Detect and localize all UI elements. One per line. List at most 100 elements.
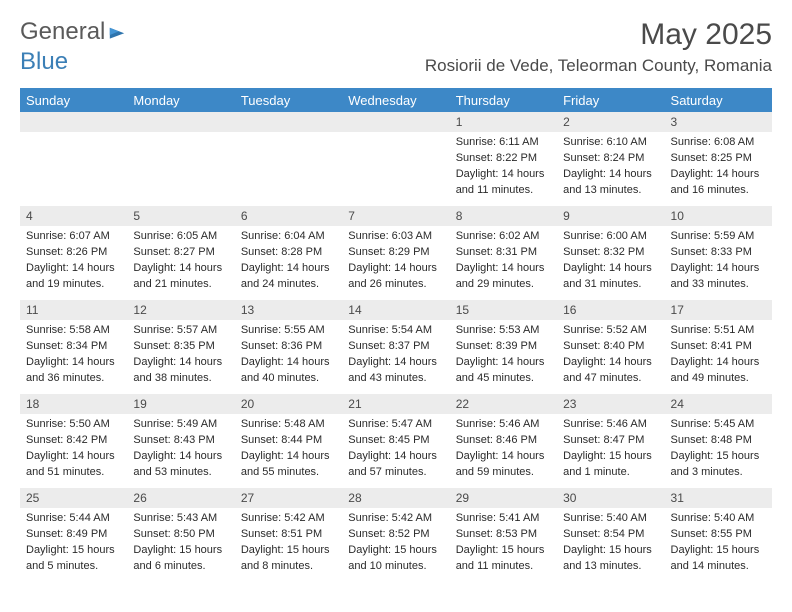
day-line-d2: and 40 minutes.	[241, 371, 336, 386]
day-line-sr: Sunrise: 6:08 AM	[671, 135, 766, 150]
logo-text-1: General	[20, 18, 105, 46]
day-line-ss: Sunset: 8:48 PM	[671, 433, 766, 448]
weekday-header: Tuesday	[235, 88, 342, 112]
day-line-d2: and 49 minutes.	[671, 371, 766, 386]
day-details: Sunrise: 6:08 AMSunset: 8:25 PMDaylight:…	[665, 132, 772, 197]
location: Rosiorii de Vede, Teleorman County, Roma…	[425, 56, 772, 76]
day-line-ss: Sunset: 8:47 PM	[563, 433, 658, 448]
calendar-day-cell: 15Sunrise: 5:53 AMSunset: 8:39 PMDayligh…	[450, 300, 557, 394]
day-line-d2: and 11 minutes.	[456, 559, 551, 574]
day-number: 21	[342, 394, 449, 414]
calendar-day-cell: 27Sunrise: 5:42 AMSunset: 8:51 PMDayligh…	[235, 488, 342, 582]
day-number: 29	[450, 488, 557, 508]
day-line-d2: and 5 minutes.	[26, 559, 121, 574]
day-line-sr: Sunrise: 5:46 AM	[456, 417, 551, 432]
day-line-d2: and 47 minutes.	[563, 371, 658, 386]
day-line-ss: Sunset: 8:55 PM	[671, 527, 766, 542]
calendar-day-cell: 12 Sunrise: 5:57 AMSunset: 8:35 PMDayligh…	[127, 300, 234, 394]
day-line-ss: Sunset: 8:53 PM	[456, 527, 551, 542]
day-line-ss: Sunset: 8:51 PM	[241, 527, 336, 542]
day-line-d2: and 3 minutes.	[671, 465, 766, 480]
calendar-day-cell: 14Sunrise: 5:54 AMSunset: 8:37 PMDayligh…	[342, 300, 449, 394]
day-number: 24	[665, 394, 772, 414]
day-number: 2	[557, 112, 664, 132]
day-number: 22	[450, 394, 557, 414]
day-line-d2: and 29 minutes.	[456, 277, 551, 292]
day-line-d2: and 6 minutes.	[133, 559, 228, 574]
day-line-d2: and 51 minutes.	[26, 465, 121, 480]
day-line-ss: Sunset: 8:31 PM	[456, 245, 551, 260]
day-line-sr: Sunrise: 5:47 AM	[348, 417, 443, 432]
day-line-d1: Daylight: 14 hours	[348, 449, 443, 464]
day-line-ss: Sunset: 8:35 PM	[133, 339, 228, 354]
day-details: Sunrise: 5:46 AMSunset: 8:47 PMDaylight:…	[557, 414, 664, 479]
day-line-ss: Sunset: 8:29 PM	[348, 245, 443, 260]
day-number: 30	[557, 488, 664, 508]
logo: General	[20, 18, 126, 46]
calendar-week-row: 18Sunrise: 5:50 AMSunset: 8:42 PMDayligh…	[20, 394, 772, 488]
day-line-sr: Sunrise: 5:45 AM	[671, 417, 766, 432]
day-line-sr: Sunrise: 6:03 AM	[348, 229, 443, 244]
day-line-sr: Sunrise: 5:52 AM	[563, 323, 658, 338]
day-line-d1: Daylight: 14 hours	[348, 355, 443, 370]
day-line-d1: Daylight: 14 hours	[671, 167, 766, 182]
day-details: Sunrise: 5:55 AMSunset: 8:36 PMDaylight:…	[235, 320, 342, 385]
calendar-day-cell: 13Sunrise: 5:55 AMSunset: 8:36 PMDayligh…	[235, 300, 342, 394]
calendar-day-cell: 9Sunrise: 6:00 AMSunset: 8:32 PMDaylight…	[557, 206, 664, 300]
day-line-d2: and 14 minutes.	[671, 559, 766, 574]
day-line-d1: Daylight: 14 hours	[26, 261, 121, 276]
day-number: 31	[665, 488, 772, 508]
day-details: Sunrise: 5:40 AMSunset: 8:55 PMDaylight:…	[665, 508, 772, 573]
day-line-sr: Sunrise: 5:57 AM	[133, 323, 228, 338]
day-line-d1: Daylight: 15 hours	[133, 543, 228, 558]
weekday-header: Monday	[127, 88, 234, 112]
day-line-d1: Daylight: 14 hours	[563, 355, 658, 370]
day-number: 28	[342, 488, 449, 508]
calendar-day-cell	[127, 112, 234, 206]
calendar-day-cell: 20Sunrise: 5:48 AMSunset: 8:44 PMDayligh…	[235, 394, 342, 488]
day-details: Sunrise: 6:03 AMSunset: 8:29 PMDaylight:…	[342, 226, 449, 291]
day-details: Sunrise: 5:49 AMSunset: 8:43 PMDaylight:…	[127, 414, 234, 479]
day-line-sr: Sunrise: 6:05 AM	[133, 229, 228, 244]
day-line-d1: Daylight: 14 hours	[241, 355, 336, 370]
day-line-ss: Sunset: 8:40 PM	[563, 339, 658, 354]
calendar-day-cell: 10Sunrise: 5:59 AMSunset: 8:33 PMDayligh…	[665, 206, 772, 300]
calendar-day-cell: 7Sunrise: 6:03 AMSunset: 8:29 PMDaylight…	[342, 206, 449, 300]
day-line-d2: and 55 minutes.	[241, 465, 336, 480]
logo-flag-icon	[108, 23, 126, 41]
day-details: Sunrise: 5:47 AMSunset: 8:45 PMDaylight:…	[342, 414, 449, 479]
calendar-day-cell: 16Sunrise: 5:52 AMSunset: 8:40 PMDayligh…	[557, 300, 664, 394]
day-number: 6	[235, 206, 342, 226]
day-number: 26	[127, 488, 234, 508]
day-line-d1: Daylight: 14 hours	[133, 355, 228, 370]
day-line-d2: and 24 minutes.	[241, 277, 336, 292]
calendar-day-cell: 24Sunrise: 5:45 AMSunset: 8:48 PMDayligh…	[665, 394, 772, 488]
day-number: 4	[20, 206, 127, 226]
day-line-d2: and 16 minutes.	[671, 183, 766, 198]
day-line-sr: Sunrise: 5:46 AM	[563, 417, 658, 432]
day-line-sr: Sunrise: 5:59 AM	[671, 229, 766, 244]
day-line-sr: Sunrise: 5:50 AM	[26, 417, 121, 432]
day-line-sr: Sunrise: 5:41 AM	[456, 511, 551, 526]
day-number: 18	[20, 394, 127, 414]
calendar-day-cell	[235, 112, 342, 206]
day-details: Sunrise: 5:46 AMSunset: 8:46 PMDaylight:…	[450, 414, 557, 479]
day-details: Sunrise: 6:07 AMSunset: 8:26 PMDaylight:…	[20, 226, 127, 291]
day-line-d1: Daylight: 14 hours	[241, 449, 336, 464]
day-line-sr: Sunrise: 5:58 AM	[26, 323, 121, 338]
day-details: Sunrise: 5:41 AMSunset: 8:53 PMDaylight:…	[450, 508, 557, 573]
day-line-sr: Sunrise: 5:51 AM	[671, 323, 766, 338]
day-details: Sunrise: 5:59 AMSunset: 8:33 PMDaylight:…	[665, 226, 772, 291]
day-number: 7	[342, 206, 449, 226]
day-line-d2: and 13 minutes.	[563, 183, 658, 198]
day-line-d1: Daylight: 14 hours	[563, 261, 658, 276]
calendar-day-cell: 17Sunrise: 5:51 AMSunset: 8:41 PMDayligh…	[665, 300, 772, 394]
calendar-day-cell: 21Sunrise: 5:47 AMSunset: 8:45 PMDayligh…	[342, 394, 449, 488]
day-line-d1: Daylight: 14 hours	[456, 167, 551, 182]
day-line-ss: Sunset: 8:43 PM	[133, 433, 228, 448]
day-line-sr: Sunrise: 5:54 AM	[348, 323, 443, 338]
day-line-d2: and 36 minutes.	[26, 371, 121, 386]
weekday-header: Wednesday	[342, 88, 449, 112]
day-number: 12	[127, 300, 234, 320]
day-line-sr: Sunrise: 6:02 AM	[456, 229, 551, 244]
